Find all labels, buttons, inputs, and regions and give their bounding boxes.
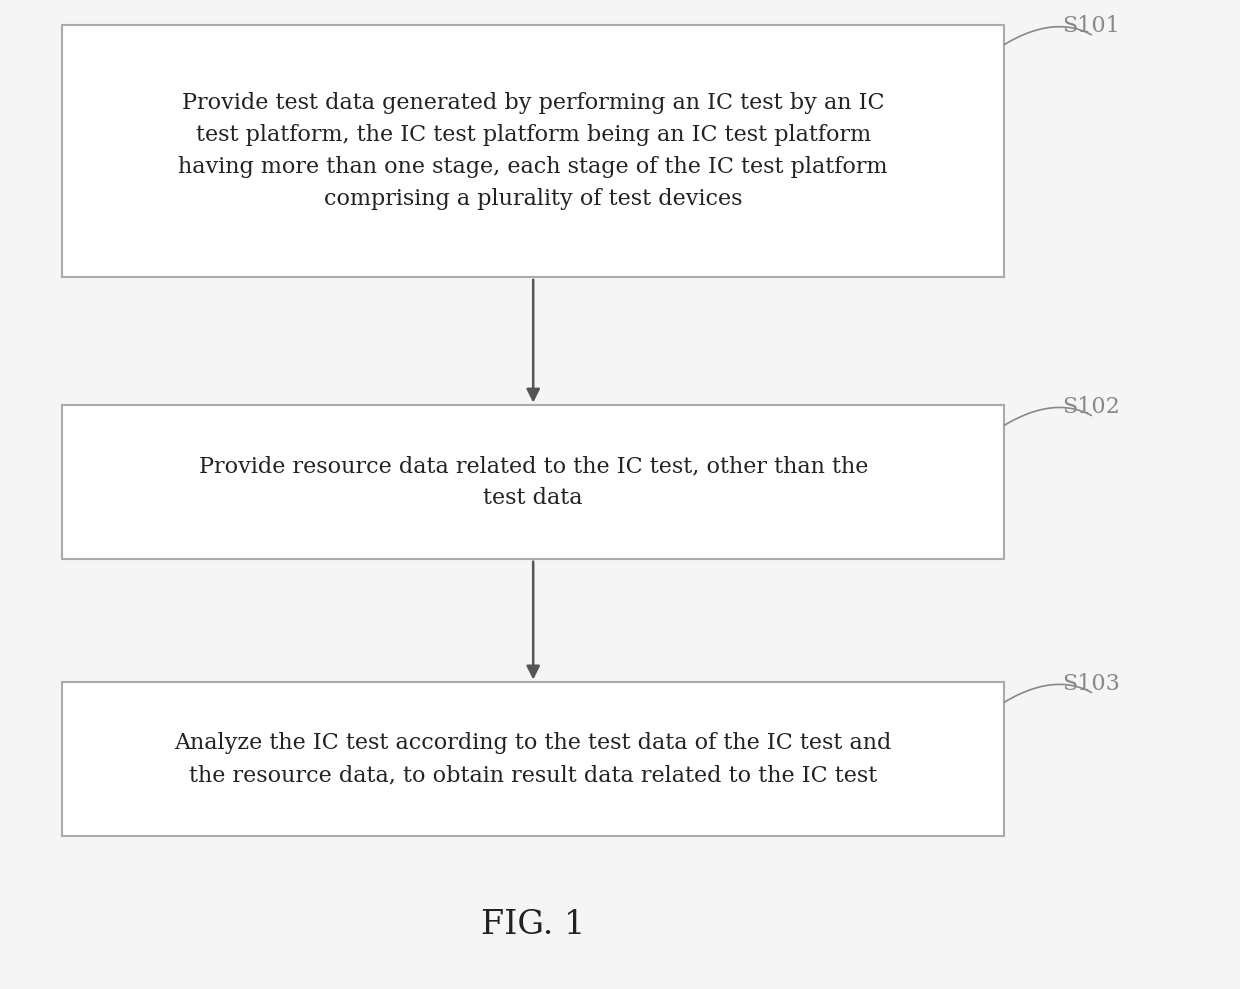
Text: Provide resource data related to the IC test, other than the
test data: Provide resource data related to the IC … xyxy=(198,455,868,509)
Text: Analyze the IC test according to the test data of the IC test and
the resource d: Analyze the IC test according to the tes… xyxy=(175,732,892,786)
Text: S103: S103 xyxy=(1063,673,1120,694)
Bar xyxy=(62,405,1004,559)
Bar xyxy=(62,25,1004,277)
Text: S102: S102 xyxy=(1063,396,1120,417)
Bar xyxy=(62,682,1004,836)
Text: FIG. 1: FIG. 1 xyxy=(481,909,585,941)
Text: Provide test data generated by performing an IC test by an IC
test platform, the: Provide test data generated by performin… xyxy=(179,92,888,210)
Text: S101: S101 xyxy=(1063,15,1120,37)
